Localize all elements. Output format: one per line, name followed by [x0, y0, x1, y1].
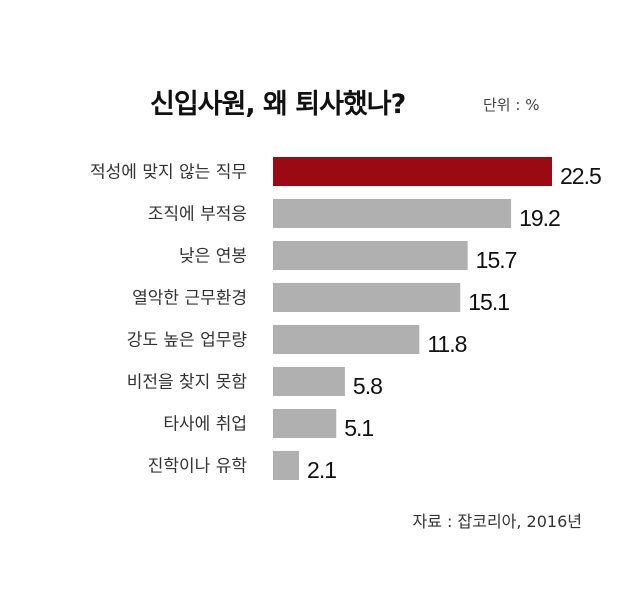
category-label: 진학이나 유학 [148, 457, 248, 477]
category-label: 비전을 찾지 못함 [127, 373, 248, 393]
bar [273, 325, 420, 354]
category-label: 조직에 부적응 [148, 205, 247, 225]
value-label: 22.5 [560, 163, 601, 189]
category-label: 타사에 취업 [163, 415, 247, 435]
bar [273, 409, 337, 438]
category-label: 강도 높은 업무량 [127, 331, 248, 351]
bar [273, 451, 300, 480]
category-label: 낮은 연봉 [179, 247, 247, 267]
category-label: 열악한 근무환경 [132, 289, 247, 309]
value-label: 19.2 [519, 205, 560, 231]
value-label: 2.1 [307, 457, 336, 483]
unit-label: 단위 : % [483, 96, 540, 114]
bar [273, 241, 468, 270]
value-label: 5.8 [353, 373, 382, 399]
bar [273, 367, 345, 396]
value-label: 15.1 [468, 289, 509, 315]
chart-title: 신입사원, 왜 퇴사했나? [150, 89, 406, 120]
category-label: 적성에 맞지 않는 직무 [90, 163, 247, 183]
value-label: 15.7 [476, 247, 517, 273]
value-label: 11.8 [427, 331, 466, 357]
value-label: 5.1 [344, 415, 373, 441]
bar [273, 283, 461, 312]
bar [273, 157, 552, 186]
bar [273, 199, 512, 228]
source-note: 자료 : 잡코리아, 2016년 [412, 512, 583, 531]
